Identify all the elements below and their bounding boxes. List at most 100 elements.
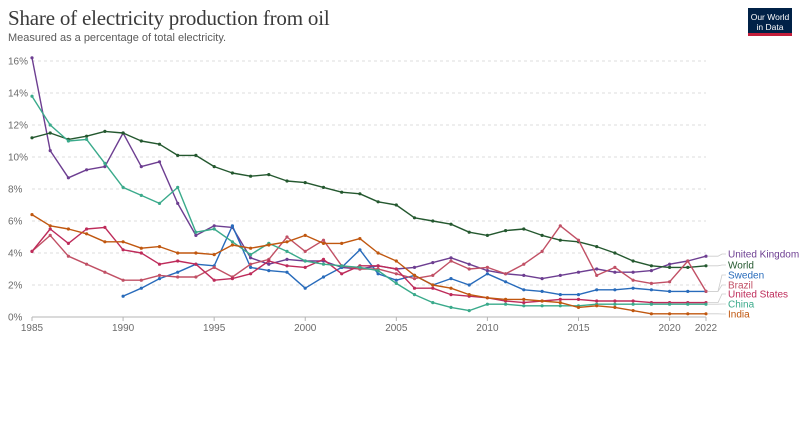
series-line-china — [31, 95, 706, 312]
data-point-united-kingdom — [285, 257, 289, 261]
series-label-china[interactable]: China — [728, 300, 755, 311]
data-point-china — [85, 137, 89, 141]
data-point-india — [540, 299, 544, 303]
data-point-china — [631, 302, 635, 306]
data-point-china — [394, 281, 398, 285]
data-point-united-kingdom — [431, 261, 435, 265]
data-point-brazil — [522, 262, 526, 266]
data-point-china — [230, 240, 234, 244]
data-point-world — [267, 173, 271, 177]
data-point-world — [394, 203, 398, 207]
data-point-india — [30, 213, 34, 217]
data-point-world — [139, 139, 143, 143]
data-point-india — [157, 245, 162, 249]
data-point-brazil — [613, 265, 617, 269]
data-point-united-kingdom — [48, 149, 52, 153]
data-point-united-states — [157, 262, 162, 266]
data-point-china — [449, 305, 453, 309]
data-point-brazil — [121, 278, 125, 282]
data-point-brazil — [540, 249, 544, 253]
data-point-united-kingdom — [176, 201, 180, 205]
label-connector — [708, 284, 726, 292]
x-tick-label: 1985 — [21, 323, 44, 334]
data-point-india — [103, 240, 107, 244]
data-point-india — [504, 297, 508, 301]
data-point-united-kingdom — [449, 256, 453, 260]
data-point-brazil — [249, 262, 253, 266]
data-point-china — [30, 94, 34, 98]
data-point-sweden — [485, 272, 489, 276]
data-point-united-kingdom — [576, 270, 581, 274]
data-point-india — [358, 237, 362, 241]
data-point-brazil — [103, 270, 107, 274]
data-point-world — [431, 219, 435, 223]
data-point-brazil — [212, 265, 216, 269]
data-point-united-states — [48, 227, 52, 231]
data-point-china — [139, 193, 143, 197]
data-point-united-states — [522, 301, 526, 305]
data-point-united-states — [139, 251, 143, 255]
data-point-world — [540, 233, 544, 237]
data-point-world — [321, 185, 326, 189]
data-point-india — [321, 241, 326, 245]
data-point-world — [376, 200, 380, 204]
data-point-united-states — [230, 277, 234, 281]
data-point-sweden — [649, 288, 654, 292]
data-point-world — [303, 181, 307, 185]
data-point-sweden — [249, 265, 253, 269]
data-point-united-states — [176, 259, 180, 263]
series-label-sweden[interactable]: Sweden — [728, 271, 764, 282]
data-point-india — [249, 246, 253, 250]
data-point-china — [285, 249, 289, 253]
data-point-sweden — [303, 286, 307, 290]
data-point-sweden — [522, 288, 526, 292]
series-label-world[interactable]: World — [728, 261, 754, 272]
series-label-united-states[interactable]: United States — [728, 290, 788, 301]
data-point-sweden — [358, 248, 362, 252]
gridlines — [32, 60, 706, 318]
data-point-sweden — [267, 269, 271, 273]
owid-logo[interactable]: Our World in Data — [748, 8, 792, 36]
data-point-sweden — [449, 277, 453, 281]
x-tick-label: 2020 — [658, 323, 681, 334]
x-tick-label: 1995 — [203, 323, 226, 334]
data-point-india — [467, 293, 471, 297]
data-point-united-kingdom — [595, 267, 599, 271]
series-label-brazil[interactable]: Brazil — [728, 281, 753, 292]
data-point-india — [613, 305, 617, 309]
data-point-united-kingdom — [85, 168, 89, 172]
data-point-united-kingdom — [249, 256, 253, 260]
series-label-india[interactable]: India — [728, 310, 750, 321]
series-line-world — [31, 130, 707, 269]
data-point-brazil — [686, 259, 690, 263]
series-line-india — [31, 214, 706, 315]
logo-line-1: Our World — [750, 12, 790, 22]
data-point-india — [522, 297, 526, 301]
data-point-united-states — [249, 272, 253, 276]
data-point-world — [194, 153, 198, 157]
data-point-china — [358, 265, 362, 269]
data-point-china — [467, 309, 471, 313]
y-tick-label: 10% — [8, 153, 28, 164]
data-point-india — [668, 312, 672, 316]
y-tick-label: 16% — [8, 57, 28, 68]
label-connector — [708, 293, 726, 303]
data-point-world — [103, 129, 107, 133]
label-connector — [708, 253, 726, 257]
data-point-world — [704, 264, 708, 268]
data-point-brazil — [194, 275, 198, 279]
data-point-brazil — [303, 249, 307, 253]
data-point-world — [631, 259, 635, 263]
data-point-united-kingdom — [613, 270, 617, 274]
data-point-united-kingdom — [30, 56, 34, 60]
data-point-united-kingdom — [558, 273, 562, 277]
data-point-world — [412, 216, 417, 220]
data-point-brazil — [412, 277, 417, 281]
data-point-china — [704, 302, 708, 306]
data-point-brazil — [66, 254, 70, 258]
data-point-sweden — [157, 277, 162, 281]
data-point-china — [194, 230, 198, 234]
data-point-sweden — [285, 270, 289, 274]
series-label-united-kingdom[interactable]: United Kingdom — [728, 250, 799, 261]
data-point-united-states — [576, 297, 581, 301]
